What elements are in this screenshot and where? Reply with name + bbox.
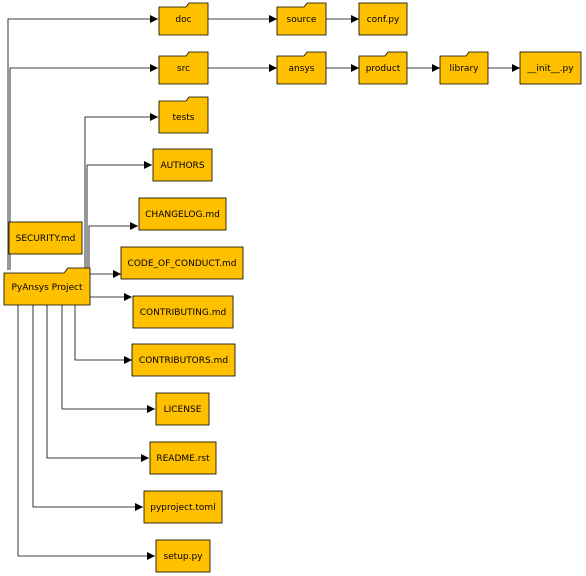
node-label-init: __init__.py: [526, 64, 574, 74]
node-label-coc: CODE_OF_CONDUCT.md: [128, 259, 237, 269]
file-node-security: SECURITY.md: [8, 221, 83, 255]
folder-node-src: src: [158, 51, 209, 85]
node-label-changelog: CHANGELOG.md: [145, 210, 220, 220]
node-label-license: LICENSE: [164, 405, 202, 415]
node-label-authors: AUTHORS: [160, 161, 204, 171]
edge-root-changelog: [88, 222, 138, 270]
folder-node-ansys: ansys: [276, 51, 327, 85]
node-label-product: product: [366, 64, 401, 74]
file-node-setup: setup.py: [155, 539, 211, 573]
folder-node-tests: tests: [158, 96, 209, 134]
node-label-setup: setup.py: [163, 552, 203, 562]
folder-node-product: product: [358, 51, 408, 85]
node-label-pyproject: pyproject.toml: [150, 503, 215, 513]
node-label-readme: README.rst: [156, 454, 210, 464]
node-label-source: source: [287, 15, 317, 25]
folder-node-source: source: [276, 2, 327, 36]
file-node-changelog: CHANGELOG.md: [138, 197, 227, 231]
folder-node-library: library: [439, 51, 489, 85]
file-node-pyproject: pyproject.toml: [143, 490, 223, 524]
edge-root-tests: [84, 113, 158, 270]
node-label-library: library: [450, 64, 480, 74]
nodes: doc source conf.py src ansys product lib…: [3, 2, 582, 573]
node-label-security: SECURITY.md: [16, 234, 76, 244]
edge-root-readme: [46, 305, 149, 462]
file-node-authors: AUTHORS: [152, 148, 213, 182]
node-label-root: PyAnsys Project: [12, 283, 83, 293]
edge-root-pyproject: [32, 305, 143, 511]
folder-node-root: PyAnsys Project: [3, 267, 91, 306]
node-label-ansys: ansys: [289, 64, 315, 74]
file-node-conf: conf.py: [358, 2, 408, 36]
edge-root-doc: [7, 15, 158, 270]
file-node-contributing: CONTRIBUTING.md: [132, 295, 234, 329]
file-node-contributors: CONTRIBUTORS.md: [131, 343, 236, 377]
edge-root-setup: [17, 305, 155, 560]
file-node-license: LICENSE: [155, 392, 210, 426]
file-node-readme: README.rst: [149, 441, 217, 475]
node-label-contributors: CONTRIBUTORS.md: [139, 356, 228, 366]
file-node-init: __init__.py: [519, 51, 582, 85]
node-label-tests: tests: [173, 113, 195, 123]
edge-root-src: [9, 64, 158, 270]
node-label-conf: conf.py: [367, 15, 400, 25]
folder-node-doc: doc: [158, 2, 209, 36]
edge-root-contributors: [74, 305, 132, 364]
node-label-src: src: [177, 64, 190, 74]
edge-root-authors: [86, 161, 152, 270]
node-label-doc: doc: [175, 15, 191, 25]
file-node-code-of-conduct: CODE_OF_CONDUCT.md: [120, 246, 244, 280]
edges: [7, 15, 520, 560]
edge-root-license: [61, 305, 155, 413]
node-label-contributing: CONTRIBUTING.md: [140, 308, 226, 318]
